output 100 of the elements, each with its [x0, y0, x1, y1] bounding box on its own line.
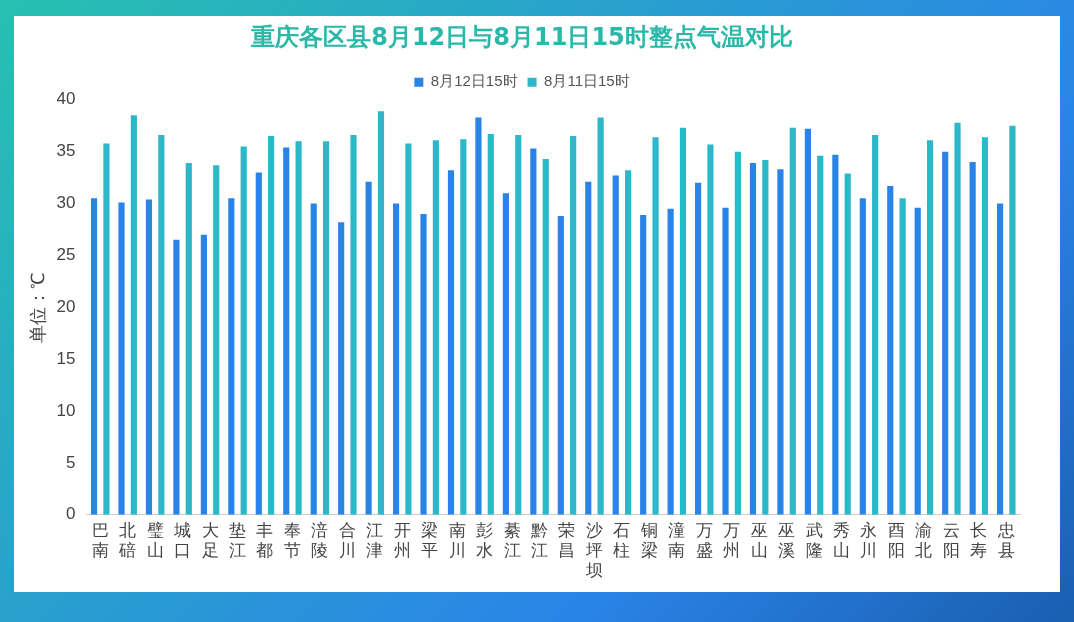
bar [844, 173, 851, 515]
bar [667, 208, 674, 515]
x-tick-label: 长寿 [970, 520, 988, 561]
bar [872, 135, 879, 515]
y-tick-label: 25 [56, 245, 76, 265]
x-tick-label: 彭水 [476, 520, 494, 561]
bar [530, 148, 537, 515]
x-tick-label: 万州 [723, 520, 741, 561]
bar [447, 170, 455, 515]
bar [1009, 125, 1016, 515]
bar [515, 135, 522, 515]
bar [914, 207, 921, 515]
x-tick-label: 云阳 [942, 520, 960, 561]
bar [338, 222, 345, 515]
y-axis-title: 单位：℃ [27, 271, 48, 343]
x-tick-label: 渝北 [915, 520, 933, 561]
x-tick-label: 丰都 [256, 520, 274, 561]
x-tick-label: 城口 [173, 520, 192, 561]
bar [734, 151, 741, 515]
bar [502, 193, 509, 515]
y-tick-label: 0 [66, 504, 76, 524]
bar [432, 140, 439, 515]
bar [749, 163, 757, 515]
bar [597, 117, 604, 515]
bar [679, 127, 687, 515]
x-tick-label: 巫山 [750, 520, 768, 561]
bar [997, 203, 1004, 515]
bar [899, 198, 906, 515]
bar [832, 154, 839, 515]
bar [542, 158, 549, 515]
bar [804, 128, 811, 515]
legend-label: 8月12日15时 [430, 72, 518, 90]
x-tick-label: 荣昌 [558, 520, 576, 561]
x-tick-label: 綦江 [503, 520, 521, 561]
bar [954, 122, 961, 515]
bar [350, 135, 357, 515]
bar [887, 185, 894, 515]
bar [310, 203, 317, 515]
x-tick-label: 大足 [201, 520, 219, 561]
bar [200, 234, 207, 515]
bar [722, 207, 729, 515]
bar [942, 151, 949, 515]
x-tick-label: 巫溪 [778, 520, 796, 561]
x-tick-label: 奉节 [283, 520, 301, 561]
bar [640, 214, 647, 515]
x-tick-label: 梁平 [421, 520, 439, 561]
bar [570, 136, 577, 515]
x-tick-label: 涪陵 [311, 520, 329, 561]
bar [255, 172, 262, 515]
bar [158, 135, 165, 515]
y-tick-label: 5 [66, 452, 76, 472]
x-tick-label: 万盛 [695, 520, 713, 561]
bar [762, 159, 769, 515]
x-tick-label: 巴南 [91, 520, 109, 561]
x-tick-label: 南川 [448, 520, 466, 561]
bar [859, 198, 866, 515]
bar [268, 136, 275, 515]
y-tick-label: 35 [56, 141, 76, 161]
bar [213, 165, 220, 515]
x-tick-label: 璧山 [146, 520, 164, 561]
bar [283, 147, 290, 515]
bar [118, 202, 125, 515]
bar [228, 198, 235, 515]
bar [694, 182, 702, 515]
bar [487, 134, 494, 515]
bar [405, 143, 412, 515]
x-tick-label: 垫江 [229, 520, 247, 561]
bar [173, 239, 180, 515]
bar [981, 137, 989, 515]
bar [377, 111, 385, 515]
y-tick-label: 30 [56, 193, 76, 213]
bar [145, 199, 153, 515]
y-tick-label: 15 [56, 348, 76, 368]
bar [420, 213, 427, 515]
bar [365, 181, 372, 515]
bar [240, 146, 247, 515]
bar [969, 162, 976, 515]
x-tick-label: 酉阳 [887, 520, 905, 561]
x-tick-label: 忠县 [996, 520, 1015, 561]
bar [185, 163, 192, 515]
bar [90, 198, 98, 515]
x-tick-label: 秀山 [833, 520, 851, 561]
bar [130, 115, 137, 515]
y-tick-label: 10 [56, 400, 76, 420]
bar [585, 181, 592, 515]
bar [392, 203, 400, 515]
y-tick-label: 40 [56, 89, 76, 109]
bar [612, 175, 619, 515]
x-tick-label: 江津 [366, 520, 384, 561]
bar [789, 127, 796, 515]
bar [817, 155, 824, 515]
y-tick-label: 20 [56, 296, 76, 316]
bar [652, 137, 659, 515]
legend-label: 8月11日15时 [544, 72, 630, 90]
bar [926, 140, 934, 515]
chart-title: 重庆各区县8月12日与8月11日15时整点气温对比 [250, 22, 793, 51]
x-tick-label: 合川 [338, 520, 356, 561]
bar [777, 169, 784, 515]
x-tick-label: 黔江 [530, 520, 549, 561]
x-tick-label: 北碚 [118, 520, 137, 561]
